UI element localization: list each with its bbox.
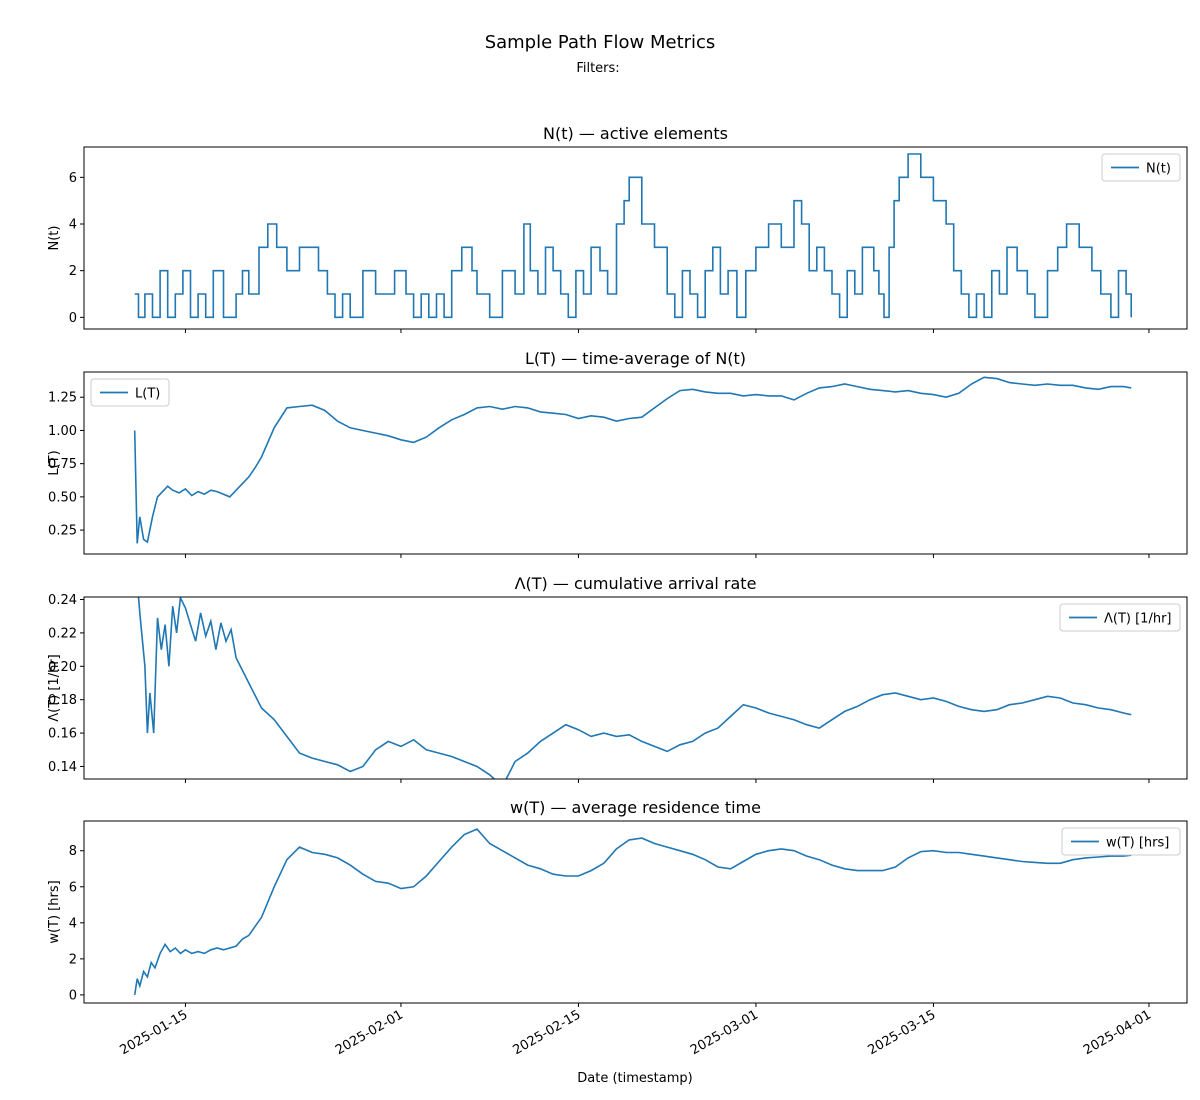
y-tick-label: 2: [69, 264, 77, 279]
legend-box: [1061, 827, 1181, 856]
y-tick-label: 0.20: [48, 660, 77, 675]
y-tick-label: 1.25: [48, 391, 77, 406]
legend-label: Λ(T) [1/hr]: [1104, 612, 1172, 627]
figure-subtitle: Filters:: [576, 61, 619, 76]
y-tick-label: 0.14: [48, 760, 77, 775]
legend: L(T): [90, 378, 170, 407]
panel-title: N(t) — active elements: [543, 124, 728, 143]
series-line: [133, 828, 1132, 996]
y-tick-label: 0.50: [48, 490, 77, 505]
chart-panels: N(t) — active elements 0 2 4 6 N(t) N(t) L(T) —…: [47, 124, 1188, 1058]
y-tick-label: 6: [69, 171, 77, 186]
y-tick-label: 2: [69, 952, 77, 967]
plot-frame: [83, 820, 1188, 1004]
y-axis-label: w(T) [hrs]: [47, 880, 62, 943]
legend: w(T) [hrs]: [1061, 827, 1181, 856]
x-tick-label: 2025-03-01: [688, 1007, 761, 1058]
x-tick-label: 2025-04-01: [1081, 1007, 1154, 1058]
y-tick-label: 0.16: [48, 727, 77, 742]
y-tick-label: 0.24: [48, 593, 77, 608]
y-tick-label: 8: [69, 844, 77, 859]
series-line: [137, 597, 1132, 779]
y-tick-label: 0: [69, 988, 77, 1003]
plot-frame: [83, 146, 1188, 330]
panel-title: Λ(T) — cumulative arrival rate: [515, 574, 757, 593]
legend: N(t): [1101, 153, 1181, 182]
y-tick-label: 0.75: [48, 457, 77, 472]
legend-label: w(T) [hrs]: [1106, 836, 1169, 851]
y-tick-label: 0: [69, 311, 77, 326]
y-tick-label: 6: [69, 880, 77, 895]
x-tick-label: 2025-03-15: [865, 1007, 938, 1058]
x-axis-label: Date (timestamp): [577, 1071, 692, 1086]
panel-2: L(T) — time-average of N(t) 0.25 0.50 0.75 1…: [47, 349, 1188, 558]
figure-title: Sample Path Flow Metrics: [485, 32, 716, 53]
x-tick-label: 2025-02-15: [511, 1007, 584, 1058]
y-tick-label: 0.22: [48, 626, 77, 641]
series-line: [134, 153, 1132, 319]
legend-label: L(T): [135, 387, 160, 402]
y-tick-label: 1.00: [48, 424, 77, 439]
legend-label: N(t): [1146, 162, 1171, 177]
panel-title: w(T) — average residence time: [510, 798, 761, 817]
legend: Λ(T) [1/hr]: [1059, 603, 1181, 632]
series-line: [133, 376, 1132, 544]
y-axis-label: Λ(T) [1/hr]: [47, 654, 62, 722]
y-tick-label: 4: [69, 218, 77, 233]
x-tick-label: 2025-01-15: [117, 1007, 190, 1058]
plot-frame: [83, 596, 1188, 780]
legend-box: [90, 378, 170, 407]
panel-4: w(T) — average residence time 0 2 4 6 8 w(T) […: [47, 798, 1188, 1058]
y-tick-label: 0.25: [48, 524, 77, 539]
y-tick-label: 0.18: [48, 693, 77, 708]
y-tick-label: 4: [69, 916, 77, 931]
y-axis-label: L(T): [47, 450, 62, 475]
y-axis-label: N(t): [47, 226, 62, 251]
legend-box: [1101, 153, 1181, 182]
legend-box: [1059, 603, 1181, 632]
x-tick-label: 2025-02-01: [333, 1007, 406, 1058]
panel-3: Λ(T) — cumulative arrival rate 0.14 0.16 0.…: [47, 574, 1188, 783]
plot-frame: [83, 371, 1188, 555]
panel-title: L(T) — time-average of N(t): [525, 349, 746, 368]
panel-1: N(t) — active elements 0 2 4 6 N(t) N(t): [47, 124, 1188, 333]
